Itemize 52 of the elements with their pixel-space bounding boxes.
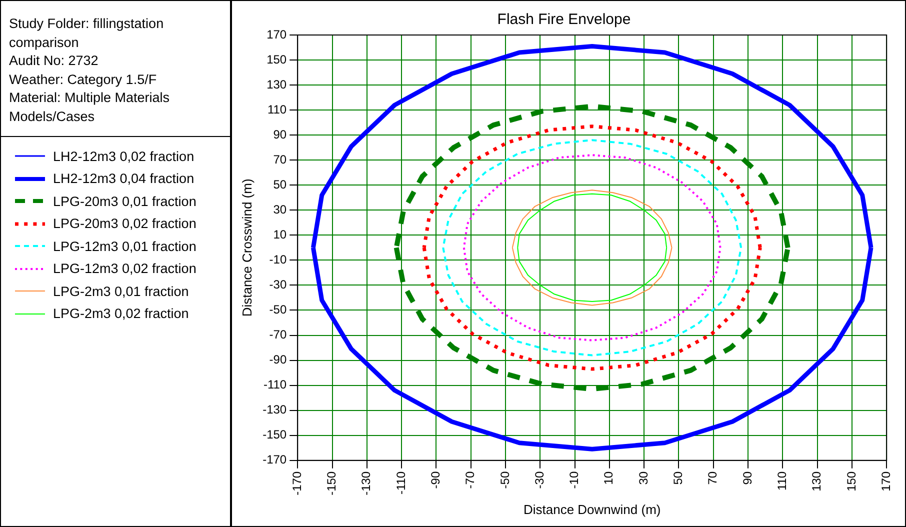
x-tick-label: -50	[498, 471, 512, 489]
y-tick-label: 30	[273, 202, 287, 216]
x-tick-label: 70	[706, 471, 720, 485]
y-tick-label: 110	[267, 102, 287, 116]
x-tick-label: 110	[774, 471, 789, 491]
text: Study Folder: fillingstation comparison	[9, 15, 165, 52]
legend-label: LPG-2m3 0,02 fraction	[53, 306, 189, 322]
legend-label: LH2-12m3 0,04 fraction	[53, 171, 194, 186]
x-tick-label: 130	[810, 471, 824, 492]
legend-label: LPG-20m3 0,02 fraction	[53, 216, 196, 232]
x-tick-label: 30	[636, 471, 650, 485]
y-tick-label: 170	[266, 27, 287, 42]
y-tick-label: -150	[262, 428, 287, 442]
legend-label: LPG-12m3 0,01 fraction	[53, 238, 196, 254]
text: Models/Cases	[9, 108, 96, 126]
y-tick-label: -90	[269, 352, 287, 367]
y-tick-label: -10	[269, 252, 287, 267]
x-tick-label: -90	[428, 471, 443, 489]
legend-label: LPG-12m3 0,02 fraction	[53, 261, 196, 276]
y-tick-label: 50	[273, 177, 287, 192]
x-tick-label: -130	[359, 471, 374, 496]
legend-label: LH2-12m3 0,02 fraction	[53, 148, 194, 164]
y-tick-label: 130	[266, 77, 287, 92]
y-tick-label: 150	[266, 52, 287, 66]
chart-title: Flash Fire Envelope	[497, 11, 631, 28]
y-tick-label: -70	[269, 328, 287, 342]
legend-label: LPG-2m3 0,01 fraction	[53, 284, 189, 299]
y-tick-label: 10	[273, 227, 287, 242]
y-tick-label: -30	[269, 278, 287, 292]
y-tick-label: -50	[269, 302, 287, 317]
x-axis-title: Distance Downwind (m)	[523, 502, 661, 517]
x-tick-label: -110	[394, 471, 408, 495]
x-tick-label: 10	[602, 471, 616, 485]
x-tick-label: -170	[290, 471, 304, 496]
text: Audit No: 2732	[9, 52, 100, 70]
x-tick-label: -70	[463, 471, 478, 489]
y-tick-label: -130	[262, 402, 287, 417]
text: Material: Multiple Materials	[9, 89, 171, 107]
legend-label: LPG-20m3 0,01 fraction	[53, 194, 196, 209]
x-tick-label: -150	[324, 471, 339, 496]
text: Weather: Category 1.5/F	[9, 70, 158, 89]
y-tick-label: 90	[273, 127, 287, 142]
x-tick-label: 170	[878, 471, 893, 492]
x-tick-label: 90	[740, 471, 754, 485]
x-tick-label: 50	[671, 471, 686, 485]
y-tick-label: -110	[263, 378, 287, 392]
y-tick-label: -170	[262, 452, 287, 467]
y-tick-label: 70	[273, 152, 287, 166]
y-axis-title: Distance Crosswind (m)	[239, 178, 254, 317]
x-tick-label: -30	[532, 471, 546, 489]
x-tick-label: -10	[567, 471, 582, 489]
x-tick-label: 150	[844, 471, 858, 492]
